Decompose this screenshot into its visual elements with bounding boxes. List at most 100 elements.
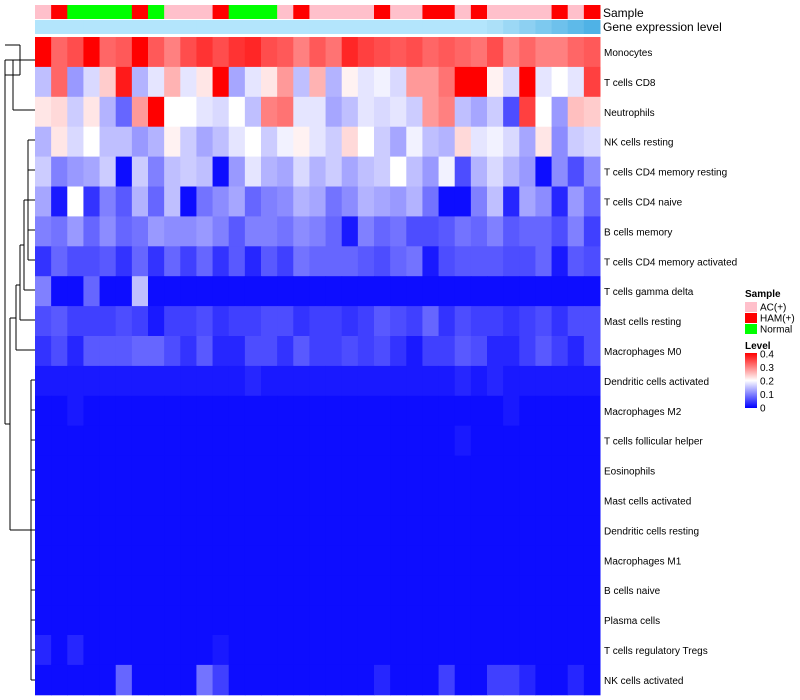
- heatmap-cell: [148, 455, 165, 486]
- heatmap-cell: [503, 246, 520, 277]
- heatmap-cell: [357, 96, 375, 128]
- heatmap-cell: [422, 186, 440, 217]
- heatmap-cell: [164, 485, 181, 516]
- heatmap-cell: [583, 96, 601, 128]
- sample-annotation-cell: [422, 5, 440, 19]
- heatmap-cell: [567, 485, 585, 516]
- heatmap-cell: [148, 365, 165, 397]
- expression-annotation-cell: [309, 20, 327, 34]
- heatmap-cell: [115, 96, 133, 128]
- heatmap-cell: [212, 96, 230, 128]
- heatmap-cell: [148, 306, 165, 337]
- heatmap-cell: [487, 37, 504, 68]
- sample-annotation-cell: [519, 5, 536, 19]
- heatmap-cell: [228, 425, 246, 457]
- heatmap-cell: [83, 395, 101, 427]
- heatmap-cell: [131, 365, 149, 397]
- heatmap-cell: [83, 336, 101, 367]
- level-tick-label: 0.3: [760, 363, 774, 374]
- heatmap-cell: [164, 37, 181, 68]
- heatmap-cell: [454, 425, 472, 457]
- gene-expression-annotation-label: Gene expression level: [603, 20, 722, 34]
- heatmap-cell: [551, 365, 569, 397]
- heatmap-cell: [164, 246, 181, 277]
- heatmap-cell: [454, 635, 472, 666]
- heatmap-cell: [115, 515, 133, 546]
- heatmap-cell: [470, 276, 488, 307]
- heatmap-cell: [277, 186, 294, 217]
- heatmap-cell: [438, 515, 456, 546]
- expression-annotation-cell: [148, 20, 165, 34]
- heatmap-cell: [406, 156, 423, 187]
- heatmap-cell: [293, 664, 310, 696]
- expression-annotation-cell: [180, 20, 197, 34]
- heatmap-cell: [180, 635, 197, 666]
- heatmap-cell: [487, 605, 504, 636]
- heatmap-cell: [422, 365, 440, 397]
- heatmap-cell: [390, 37, 407, 68]
- heatmap-cell: [567, 664, 585, 696]
- heatmap-cell: [487, 365, 504, 397]
- heatmap-cell: [406, 664, 423, 696]
- heatmap-cell: [293, 575, 310, 606]
- heatmap-cell: [390, 66, 407, 98]
- heatmap-cell: [180, 605, 197, 636]
- sample-legend: Sample AC(+)HAM(+)Normal: [745, 289, 795, 336]
- heatmap-cell: [277, 306, 294, 337]
- heatmap-cell: [341, 336, 359, 367]
- heatmap-cell: [470, 37, 488, 68]
- heatmap-cell: [374, 66, 391, 98]
- heatmap-cell: [261, 425, 278, 457]
- heatmap-cell: [470, 485, 488, 516]
- gene-expression-annotation-bar: [35, 20, 601, 34]
- heatmap-cell: [567, 246, 585, 277]
- sample-annotation-cell: [99, 5, 117, 19]
- heatmap-cell: [261, 575, 278, 606]
- heatmap-cell: [164, 156, 181, 187]
- heatmap-cell: [438, 575, 456, 606]
- heatmap-cell: [180, 306, 197, 337]
- heatmap-cell: [422, 664, 440, 696]
- heatmap-cell: [422, 545, 440, 576]
- heatmap-cell: [535, 425, 553, 457]
- heatmap-cell: [325, 186, 343, 217]
- sample-annotation-cell: [180, 5, 197, 19]
- heatmap-cell: [454, 365, 472, 397]
- heatmap-cell: [567, 37, 585, 68]
- heatmap-cell: [583, 156, 601, 187]
- heatmap-cell: [51, 485, 68, 516]
- heatmap-cell: [148, 186, 165, 217]
- heatmap-cell: [309, 485, 327, 516]
- heatmap-cell: [422, 306, 440, 337]
- heatmap-cell: [293, 455, 310, 486]
- heatmap-cell: [115, 336, 133, 367]
- heatmap-cell: [470, 336, 488, 367]
- row-label: Plasma cells: [604, 616, 660, 627]
- heatmap-cell: [99, 605, 117, 636]
- heatmap-cell: [99, 246, 117, 277]
- heatmap-cell: [115, 126, 133, 158]
- heatmap-cell: [83, 605, 101, 636]
- heatmap-cell: [99, 186, 117, 217]
- heatmap-cell: [164, 306, 181, 337]
- heatmap-cell: [341, 395, 359, 427]
- heatmap-cell: [99, 126, 117, 158]
- heatmap-cell: [51, 96, 68, 128]
- heatmap-cell: [357, 306, 375, 337]
- heatmap-cell: [567, 336, 585, 367]
- sample-annotation-cell: [35, 5, 52, 19]
- expression-annotation-cell: [374, 20, 391, 34]
- expression-annotation-cell: [487, 20, 504, 34]
- heatmap-cell: [503, 365, 520, 397]
- sample-annotation-cell: [470, 5, 488, 19]
- heatmap-cell: [325, 575, 343, 606]
- heatmap-cell: [406, 485, 423, 516]
- heatmap-cell: [115, 605, 133, 636]
- heatmap-cell: [51, 365, 68, 397]
- heatmap-cell: [551, 635, 569, 666]
- heatmap-cell: [390, 575, 407, 606]
- sample-annotation-cell: [115, 5, 133, 19]
- heatmap-cell: [309, 336, 327, 367]
- heatmap-cell: [131, 246, 149, 277]
- sample-annotation-cell: [503, 5, 520, 19]
